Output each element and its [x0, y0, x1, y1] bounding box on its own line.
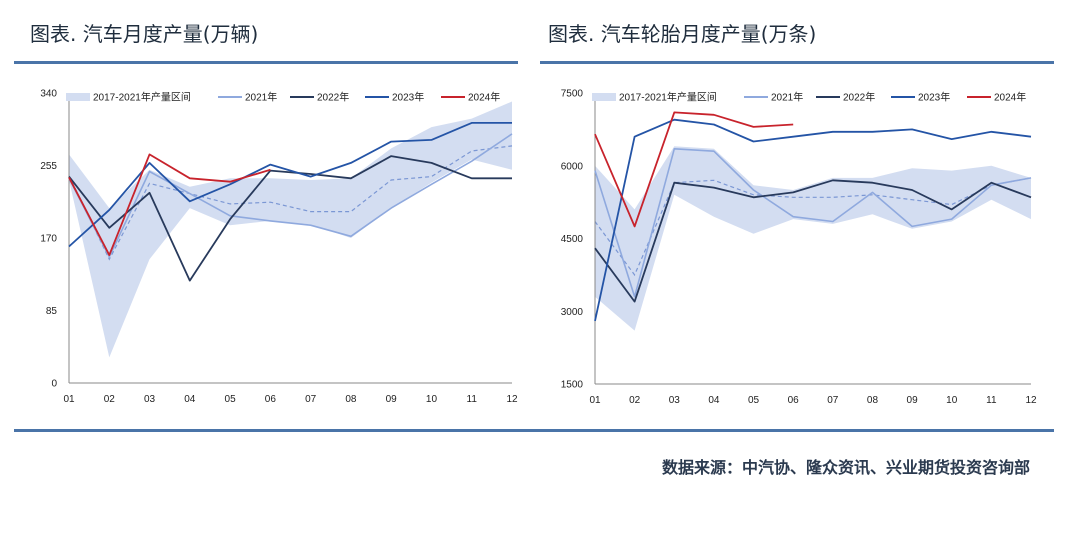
right-x-tick-label: 05: [748, 395, 760, 406]
right-legend-band-label: 2017-2021年产量区间: [619, 91, 717, 104]
left-x-tick-label: 05: [225, 394, 237, 405]
right-series-line-3: [594, 111, 794, 228]
left-x-tick-label: 04: [184, 394, 196, 405]
data-source-note: 数据来源：中汽协、隆众资讯、兴业期货投资咨询部: [661, 458, 1030, 477]
right-x-tick-label: 07: [827, 395, 839, 406]
right-y-tick-label: 3000: [561, 307, 584, 318]
left-legend-band-swatch: [66, 93, 90, 101]
left-x-tick-label: 08: [345, 394, 357, 405]
right-x-tick-label: 01: [589, 395, 601, 406]
left-x-tick-label: 01: [63, 394, 75, 405]
right-top-divider: [540, 61, 1054, 64]
right-series-line-0: [594, 148, 1032, 298]
right-legend-label-1: 2022年: [843, 91, 875, 104]
right-x-tick-label: 03: [669, 395, 681, 406]
right-series-line-1: [594, 179, 1032, 303]
left-y-tick-label: 85: [46, 306, 58, 317]
right-legend-label-0: 2021年: [771, 91, 803, 104]
right-series-line-2: [594, 118, 1032, 322]
left-x-tick-label: 02: [104, 394, 116, 405]
right-legend-label-2: 2023年: [918, 91, 950, 104]
left-x-tick-label: 11: [467, 394, 478, 405]
right-y-tick-label: 7500: [561, 89, 584, 100]
right-x-tick-label: 08: [867, 395, 879, 406]
right-x-tick-label: 06: [788, 395, 800, 406]
right-band-area: [595, 146, 1031, 331]
left-legend-label-2: 2023年: [392, 91, 424, 104]
left-legend-label-0: 2021年: [245, 91, 277, 104]
left-y-tick-label: 340: [40, 89, 57, 100]
right-x-tick-label: 11: [986, 395, 997, 406]
right-legend-band-swatch: [592, 93, 616, 101]
right-x-tick-label: 04: [708, 395, 720, 406]
left-y-tick-label: 170: [40, 234, 57, 245]
right-chart-title: 图表. 汽车轮胎月度产量(万条): [548, 22, 817, 46]
left-series-line-0: [68, 133, 513, 258]
left-x-tick-label: 09: [386, 394, 398, 405]
right-x-tick-label: 12: [1025, 395, 1037, 406]
left-band-mean-line: [68, 145, 513, 261]
left-legend-band-label: 2017-2021年产量区间: [93, 91, 191, 104]
left-x-tick-label: 12: [506, 394, 518, 405]
left-chart-title: 图表. 汽车月度产量(万辆): [30, 22, 259, 46]
right-band-mean-line: [594, 177, 1032, 277]
left-x-tick-label: 03: [144, 394, 156, 405]
right-x-tick-label: 02: [629, 395, 641, 406]
right-x-tick-label: 09: [907, 395, 919, 406]
right-y-tick-label: 1500: [561, 380, 584, 391]
left-series-line-1: [68, 155, 512, 282]
left-legend-label-1: 2022年: [317, 91, 349, 104]
left-x-tick-label: 07: [305, 394, 317, 405]
right-y-tick-label: 4500: [561, 234, 584, 245]
left-x-tick-label: 06: [265, 394, 277, 405]
right-legend-label-3: 2024年: [994, 91, 1026, 104]
left-y-tick-label: 0: [51, 379, 57, 390]
left-y-tick-label: 255: [40, 161, 57, 172]
right-y-tick-label: 6000: [561, 161, 584, 172]
left-series-line-3: [68, 153, 271, 256]
bottom-divider: [14, 429, 1054, 432]
left-top-divider: [14, 61, 518, 64]
right-x-tick-label: 10: [946, 395, 958, 406]
left-x-tick-label: 10: [426, 394, 438, 405]
left-band-area: [69, 101, 512, 358]
left-legend-label-3: 2024年: [468, 91, 500, 104]
